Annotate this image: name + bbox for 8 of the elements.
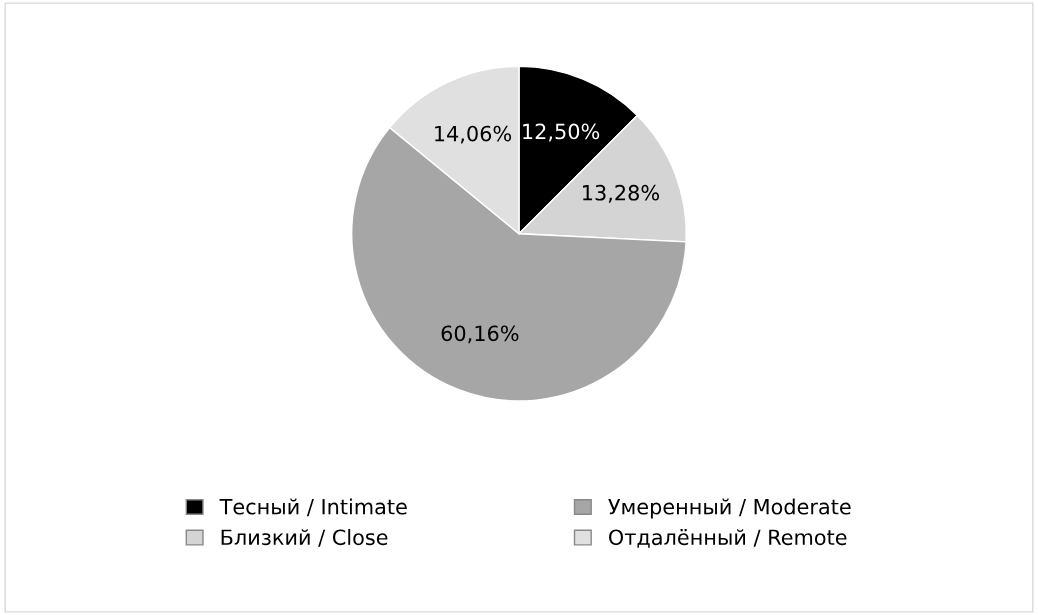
data-label: 13,28% xyxy=(583,184,660,203)
legend-label: Умеренный / Moderate xyxy=(608,498,851,519)
data-label: 12,50% xyxy=(523,123,600,142)
data-label: 14,06% xyxy=(435,125,512,144)
legend-label: Близкий / Close xyxy=(221,529,388,547)
data-label: 60,16% xyxy=(441,325,519,344)
legend-label: Тесный / Intimate xyxy=(219,498,407,517)
legend-label: Отдалённый / Remote xyxy=(609,529,847,548)
